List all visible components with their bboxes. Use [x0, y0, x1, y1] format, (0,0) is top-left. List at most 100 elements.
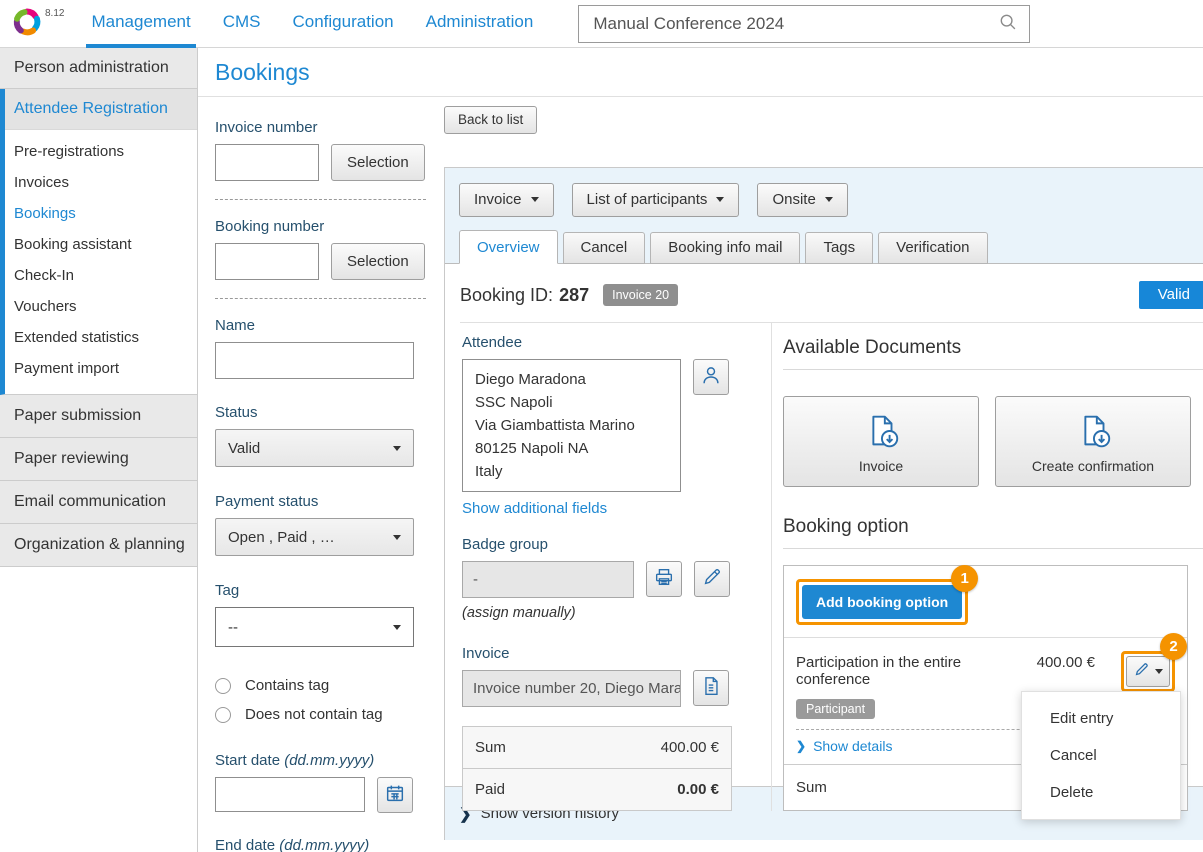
divider: [783, 548, 1203, 549]
app-version: 8.12: [45, 7, 65, 19]
invoice-number-badge: Invoice 20: [603, 284, 679, 306]
contains-tag-radio[interactable]: [215, 677, 231, 694]
tab-verification[interactable]: Verification: [878, 232, 988, 264]
menu-item-cancel[interactable]: Cancel: [1050, 747, 1097, 764]
booking-number-input[interactable]: [215, 243, 319, 280]
invoice-number-label: Invoice number: [215, 119, 318, 136]
sidebar-item-person-administration[interactable]: Person administration: [0, 48, 197, 89]
entry-price: 400.00 €: [1036, 654, 1095, 671]
sidebar-item-paper-submission[interactable]: Paper submission: [0, 395, 197, 438]
status-dropdown[interactable]: Valid: [215, 429, 414, 467]
create-confirmation-label: Create confirmation: [1031, 457, 1155, 474]
open-person-button[interactable]: [693, 359, 729, 395]
app-logo[interactable]: 8.12: [10, 5, 64, 43]
payment-status-dropdown[interactable]: Open , Paid , …: [215, 518, 414, 556]
invoice-label: Invoice: [462, 645, 510, 662]
chevron-down-icon: [530, 197, 539, 202]
show-additional-fields-link[interactable]: Show additional fields: [462, 500, 608, 517]
nav-administration[interactable]: Administration: [425, 11, 534, 31]
invoice-number-input[interactable]: [215, 144, 319, 181]
booking-id-value: 287: [559, 284, 590, 305]
edit-badge-group-button[interactable]: [694, 561, 730, 597]
invoice-number-selection-button[interactable]: Selection: [331, 144, 425, 181]
start-date-input[interactable]: [215, 777, 365, 812]
chevron-down-icon: [393, 534, 401, 540]
content-area: Bookings Invoice number Selection Bookin…: [198, 48, 1203, 852]
sidebar-item-attendee-registration[interactable]: Attendee Registration: [5, 89, 197, 130]
onsite-dropdown-button[interactable]: Onsite: [757, 183, 848, 217]
entry-edit-dropdown-button[interactable]: [1126, 656, 1170, 687]
sidebar-item-pre-registrations[interactable]: Pre-registrations: [14, 143, 125, 160]
invoice-dropdown-button[interactable]: Invoice: [459, 183, 554, 217]
booking-number-selection-button[interactable]: Selection: [331, 243, 425, 280]
sidebar-item-booking-assistant[interactable]: Booking assistant: [14, 236, 132, 253]
sidebar: Person administration Attendee Registrat…: [0, 48, 198, 852]
chevron-down-icon: [824, 197, 833, 202]
nav-management[interactable]: Management: [86, 0, 196, 48]
list-of-participants-dropdown-button[interactable]: List of participants: [571, 183, 740, 217]
not-contains-tag-option[interactable]: Does not contain tag: [215, 706, 428, 723]
conference-search-input[interactable]: [593, 13, 998, 34]
attendee-name: Diego Maradona: [475, 371, 586, 388]
paid-label: Paid: [475, 781, 506, 798]
nav-cms[interactable]: CMS: [222, 11, 261, 31]
tab-booking-info-mail[interactable]: Booking info mail: [650, 232, 801, 264]
add-booking-option-button[interactable]: Add booking option: [802, 585, 963, 619]
entry-actions-menu: Edit entry Cancel Delete: [1021, 691, 1181, 820]
nav-configuration[interactable]: Configuration: [292, 11, 394, 31]
tutorial-highlight-2: 2 Edit entry Cancel Delete: [1021, 633, 1187, 820]
back-to-list-button[interactable]: Back to list: [444, 106, 538, 134]
divider: [215, 298, 426, 299]
sidebar-item-payment-import[interactable]: Payment import: [14, 360, 120, 377]
tag-select[interactable]: --: [215, 607, 414, 647]
booking-number-label: Booking number: [215, 218, 325, 235]
sidebar-item-invoices[interactable]: Invoices: [14, 174, 70, 191]
invoice-doc-label: Invoice: [858, 457, 904, 474]
pencil-icon: [1133, 661, 1150, 682]
chevron-down-icon: [393, 624, 401, 630]
chevron-down-icon: [1155, 669, 1163, 674]
print-badge-button[interactable]: [646, 561, 682, 597]
printer-icon: [653, 566, 675, 592]
sidebar-item-email-communication[interactable]: Email communication: [0, 481, 197, 524]
contains-tag-label: Contains tag: [245, 677, 330, 694]
sidebar-group-attendee-registration: Attendee Registration Pre-registrations …: [0, 89, 197, 395]
sidebar-item-paper-reviewing[interactable]: Paper reviewing: [0, 438, 197, 481]
status-badge: Valid: [1138, 281, 1203, 309]
booking-id-label: Booking ID:: [460, 284, 554, 305]
sidebar-item-organization-planning[interactable]: Organization & planning: [0, 524, 197, 567]
sidebar-item-bookings[interactable]: Bookings: [14, 205, 76, 222]
booking-detail-panel: Invoice List of participants Onsite Over…: [444, 167, 1203, 840]
tab-overview[interactable]: Overview: [459, 230, 558, 264]
end-date-format: (dd.mm.yyyy): [279, 837, 370, 852]
not-contains-tag-radio[interactable]: [215, 706, 231, 723]
payment-summary-table: Sum 400.00 € Paid 0.00 €: [462, 726, 732, 811]
open-invoice-button[interactable]: [693, 670, 729, 706]
attendee-label: Attendee: [462, 334, 523, 351]
sidebar-item-check-in[interactable]: Check-In: [14, 267, 75, 284]
tutorial-step-1-badge: 1: [951, 565, 979, 592]
attendee-org: SSC Napoli: [475, 394, 553, 411]
contains-tag-option[interactable]: Contains tag: [215, 677, 428, 694]
show-details-link[interactable]: ❯ Show details: [796, 738, 893, 754]
create-confirmation-button[interactable]: Create confirmation: [995, 396, 1191, 487]
start-date-calendar-button[interactable]: [377, 777, 413, 813]
documents-column: Available Documents: [772, 323, 1203, 820]
menu-item-edit-entry[interactable]: Edit entry: [1050, 710, 1114, 727]
booking-option-sum-row: Sum: [784, 764, 1187, 810]
menu-item-delete[interactable]: Delete: [1050, 784, 1094, 801]
search-icon[interactable]: [997, 11, 1019, 37]
sidebar-item-extended-statistics[interactable]: Extended statistics: [14, 329, 140, 346]
chevron-down-icon: [716, 197, 725, 202]
attendee-city: 80125 Napoli NA: [475, 440, 589, 457]
sum-label: Sum: [475, 739, 506, 756]
tab-tags[interactable]: Tags: [805, 232, 874, 264]
overview-tab-content: Booking ID: 287 Invoice 20 Valid Attende…: [445, 264, 1203, 820]
download-invoice-button[interactable]: Invoice: [783, 396, 979, 487]
tutorial-highlight-1: Add booking option 1: [796, 565, 979, 625]
invoice-reference-value: Invoice number 20, Diego Maradona: [462, 670, 681, 707]
document-download-icon: [860, 410, 902, 456]
name-input[interactable]: [215, 342, 414, 379]
tab-cancel[interactable]: Cancel: [562, 232, 646, 264]
sidebar-item-vouchers[interactable]: Vouchers: [14, 298, 77, 315]
